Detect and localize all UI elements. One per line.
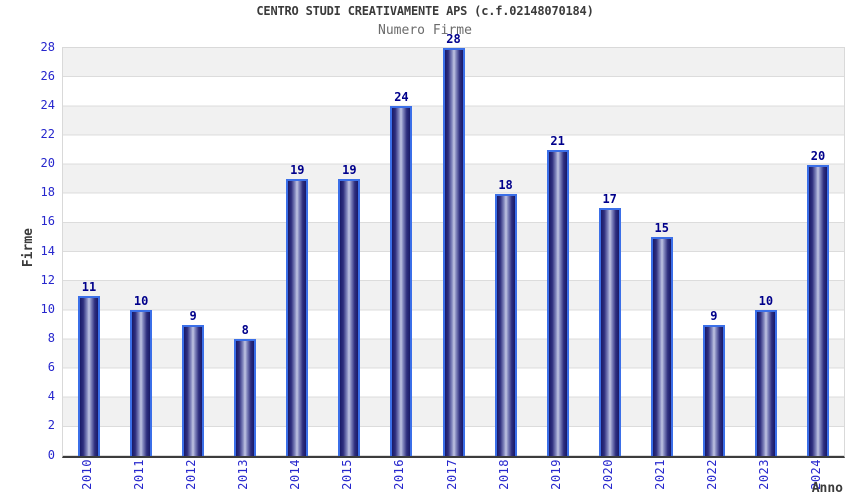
- x-tick-label: 2011: [132, 459, 147, 490]
- x-tick-label: 2012: [184, 459, 199, 490]
- bar-2014: [286, 179, 309, 456]
- y-tick-label: 22: [40, 126, 55, 141]
- bar-2017: [442, 48, 465, 456]
- x-axis-title: Anno: [811, 481, 843, 496]
- y-tick-label: 12: [40, 272, 55, 287]
- x-tick-label: 2018: [496, 459, 511, 490]
- bar-value-label: 10: [133, 294, 149, 309]
- bar-2020: [598, 208, 621, 456]
- y-tick-label: 18: [40, 185, 55, 200]
- chart-subtitle: Numero Firme: [378, 23, 472, 38]
- y-tick-label: 28: [40, 39, 55, 54]
- x-tick-label: 2013: [236, 459, 251, 490]
- y-tick-label: 6: [47, 360, 55, 375]
- x-tick-label: 2021: [652, 459, 667, 490]
- bar-value-label: 11: [81, 279, 97, 294]
- bar-2018: [494, 193, 517, 456]
- y-tick-label: 20: [40, 156, 55, 171]
- x-tick-label: 2015: [340, 459, 355, 490]
- x-tick-label: 2016: [392, 459, 407, 490]
- bar-2024: [806, 164, 829, 456]
- bar-2019: [546, 150, 569, 456]
- bar-value-label: 20: [810, 148, 826, 163]
- y-tick-label: 10: [40, 301, 55, 316]
- x-tick-label: 2014: [288, 459, 303, 490]
- x-tick-label: 2020: [600, 459, 615, 490]
- bar-value-label: 28: [446, 32, 461, 46]
- bar-value-label: 24: [394, 90, 409, 105]
- bar-value-label: 18: [498, 177, 513, 192]
- x-tick-label: 2019: [548, 459, 563, 490]
- y-tick-label: 0: [47, 447, 55, 462]
- x-tick-label: 2010: [80, 459, 95, 490]
- bar-2022: [702, 324, 725, 456]
- y-tick-label: 4: [47, 389, 55, 404]
- y-tick-label: 16: [40, 214, 55, 229]
- y-tick-label: 8: [47, 330, 55, 345]
- bar-2023: [754, 310, 777, 456]
- y-tick-label: 26: [40, 68, 55, 83]
- y-tick-label: 2: [47, 418, 55, 433]
- bar-value-label: 17: [602, 192, 617, 207]
- x-tick-label: 2017: [444, 459, 459, 490]
- bar-value-label: 19: [290, 163, 305, 178]
- bar-value-label: 9: [710, 308, 718, 323]
- bar-2012: [182, 324, 205, 456]
- bar-value-label: 8: [241, 323, 249, 338]
- x-tick-label: 2022: [704, 459, 719, 490]
- bar-value-label: 10: [758, 294, 774, 309]
- bar-value-label: 9: [189, 308, 197, 323]
- bar-value-label: 19: [342, 163, 357, 178]
- bar-2021: [650, 237, 673, 456]
- bar-2010: [78, 295, 101, 456]
- bar-2016: [390, 106, 413, 456]
- x-tick-label: 2023: [756, 459, 771, 490]
- bar-2013: [234, 339, 257, 456]
- bar-2015: [338, 179, 361, 456]
- bar-value-label: 15: [654, 221, 669, 236]
- y-tick-label: 14: [40, 243, 55, 258]
- plot-area: 11 10 9 8 19 19 24 28 18 21 17 15 9 10 20: [62, 32, 845, 458]
- bar-2011: [130, 310, 153, 456]
- chart-title: CENTRO STUDI CREATIVAMENTE APS (c.f.0214…: [256, 4, 594, 18]
- y-tick-label: 24: [40, 97, 55, 112]
- bar-value-label: 21: [550, 134, 565, 148]
